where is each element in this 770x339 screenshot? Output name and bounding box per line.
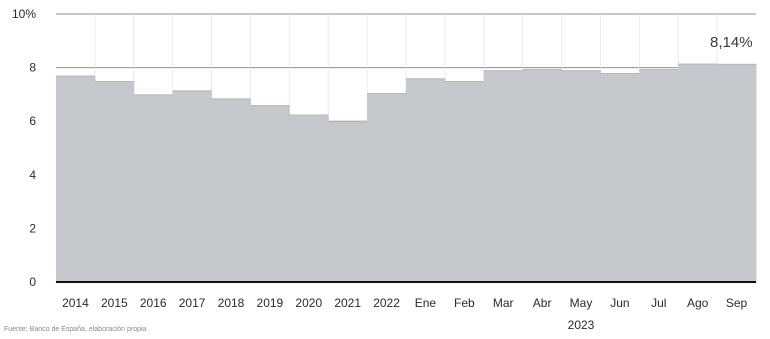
x-tick-label: Jun [610, 296, 629, 310]
bar [717, 63, 757, 283]
y-tick-label: 8 [29, 61, 36, 75]
x-tick-label: 2018 [218, 296, 245, 310]
bar [289, 114, 329, 282]
bar [406, 78, 446, 282]
x-tick-label: Ene [415, 296, 437, 310]
x-tick-label: Feb [454, 296, 475, 310]
x-tick-label: 2019 [257, 296, 284, 310]
y-tick-label: 4 [29, 168, 36, 182]
y-tick-label: 10% [12, 7, 36, 21]
y-tick-label: 6 [29, 114, 36, 128]
x-tick-label: 2020 [295, 296, 322, 310]
x-tick-label: Mar [493, 296, 514, 310]
source-note: Fuente: Banco de España, elaboración pro… [4, 326, 147, 333]
bar [483, 70, 524, 282]
x-tick-label: 2022 [373, 296, 400, 310]
bar [367, 93, 407, 282]
bar [639, 68, 679, 282]
bar [56, 75, 96, 282]
bar [172, 90, 213, 282]
bar [133, 94, 174, 283]
bar [561, 70, 601, 282]
bar [328, 121, 368, 282]
bar [211, 98, 251, 282]
bar [444, 81, 485, 282]
labels: 0 2 4 6 8 10% 2014 2015 2016 2017 2018 2019 2020 2021… [4, 7, 753, 333]
year-group-label: 2023 [568, 318, 595, 332]
bar [600, 72, 640, 283]
y-tick-label: 2 [29, 221, 36, 235]
x-tick-label: 2021 [334, 296, 361, 310]
x-tick-label: 2015 [101, 296, 128, 310]
y-tick-label: 0 [29, 275, 36, 289]
last-value-label: 8,14% [710, 34, 753, 51]
bars [56, 63, 757, 283]
bar [94, 81, 135, 282]
x-tick-label: Sep [726, 296, 748, 310]
x-tick-label: 2016 [140, 296, 167, 310]
x-tick-label: May [570, 296, 593, 310]
x-tick-label: 2017 [179, 296, 206, 310]
x-tick-label: 2014 [62, 296, 89, 310]
x-tick-label: Abr [533, 296, 552, 310]
bar [678, 63, 718, 282]
bar [522, 68, 563, 282]
x-tick-label: Jul [651, 296, 666, 310]
bar [250, 105, 290, 283]
x-tick-label: Ago [687, 296, 709, 310]
